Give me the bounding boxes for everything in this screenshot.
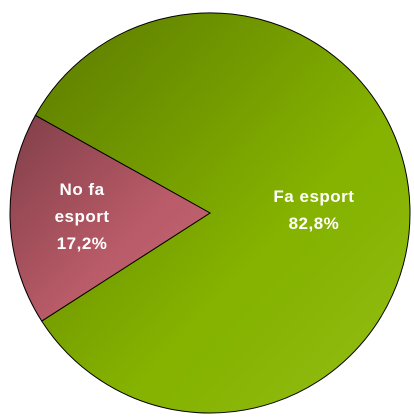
slice-shade bbox=[9, 115, 211, 322]
category-label: Fa esport bbox=[273, 186, 355, 206]
category-label: No fa esport bbox=[54, 180, 110, 227]
slice-label: Fa esport 82,8% bbox=[244, 183, 384, 237]
value-label: 82,8% bbox=[288, 213, 340, 233]
slice-shade bbox=[35, 13, 410, 413]
value-label: 17,2% bbox=[56, 234, 108, 254]
slice-label: No fa esport 17,2% bbox=[42, 176, 122, 257]
